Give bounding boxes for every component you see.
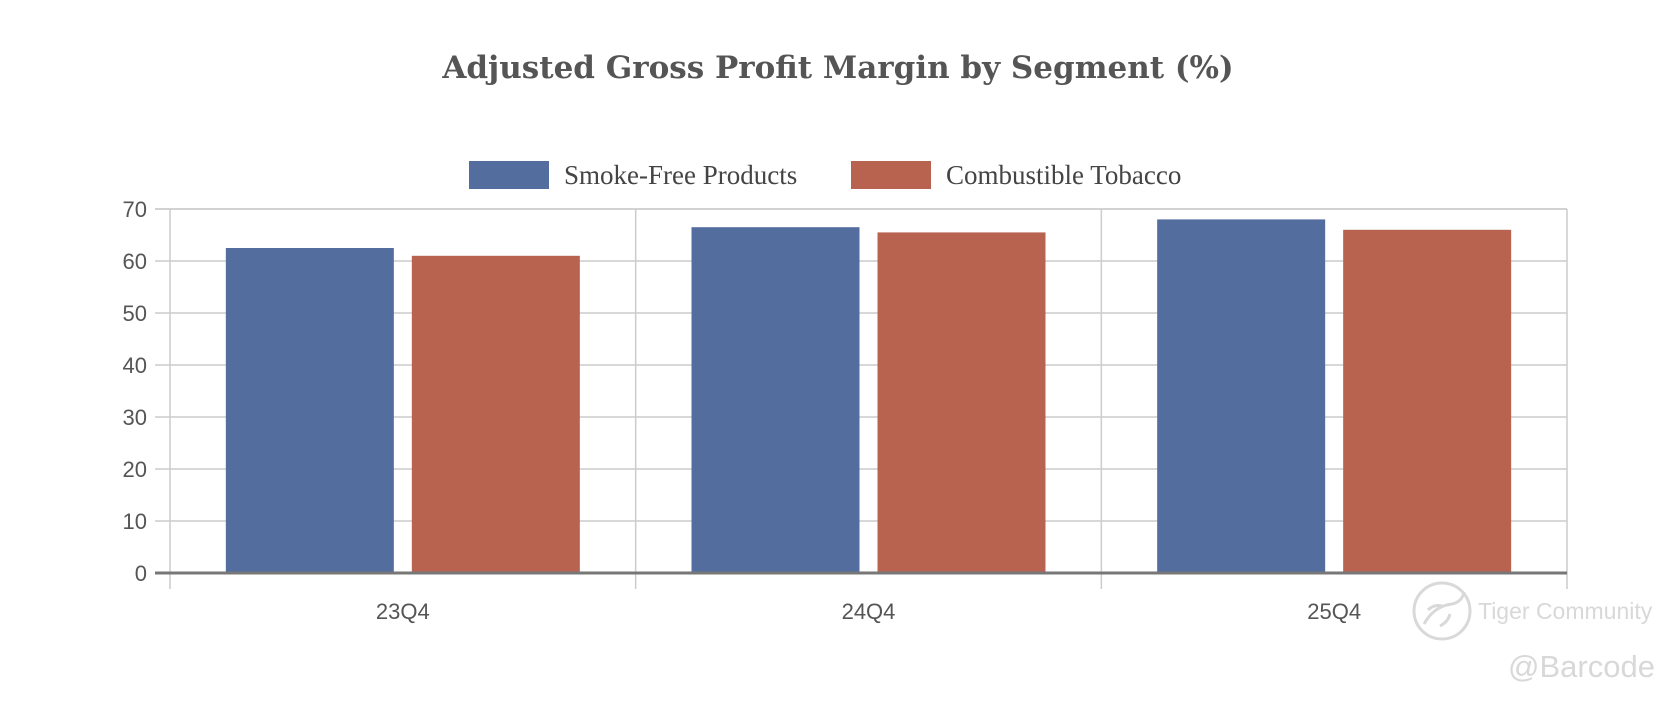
- x-tick-label: 23Q4: [376, 599, 430, 624]
- x-axis-ticks: 23Q4 24Q4 25Q4: [376, 599, 1361, 624]
- y-tick-label: 70: [123, 197, 147, 222]
- watermark-brand-text: Tiger Community: [1478, 598, 1653, 624]
- tiger-logo-icon: [1412, 581, 1472, 641]
- x-tick-label: 25Q4: [1307, 599, 1361, 624]
- y-tick-label: 20: [123, 457, 147, 482]
- bar-23Q4-combustible: [411, 255, 580, 574]
- chart-title: Adjusted Gross Profit Margin by Segment …: [441, 50, 1233, 86]
- watermark-handle-text: @Barcode: [1508, 649, 1655, 684]
- y-tick-label: 40: [123, 353, 147, 378]
- bar-25Q4-smoke-free: [1157, 219, 1326, 573]
- bar-25Q4-combustible: [1343, 229, 1512, 574]
- legend-label-combustible: Combustible Tobacco: [946, 160, 1181, 190]
- legend-label-smoke-free: Smoke-Free Products: [564, 160, 797, 190]
- y-tick-label: 60: [123, 249, 147, 274]
- legend: Smoke-Free Products Combustible Tobacco: [469, 160, 1181, 190]
- legend-swatch-smoke-free: [469, 161, 549, 189]
- y-axis-ticks: 0 10 20 30 40 50 60 70: [123, 197, 147, 586]
- bar-23Q4-smoke-free: [225, 248, 394, 573]
- legend-swatch-combustible: [851, 161, 931, 189]
- y-tick-label: 10: [123, 509, 147, 534]
- x-tick-label: 24Q4: [842, 599, 896, 624]
- y-tick-label: 50: [123, 301, 147, 326]
- y-tick-label: 30: [123, 405, 147, 430]
- bars: [155, 219, 1567, 575]
- bar-24Q4-combustible: [877, 232, 1046, 573]
- tiger-community-watermark: Tiger Community @Barcode: [1412, 581, 1655, 684]
- bar-24Q4-smoke-free: [691, 227, 860, 573]
- y-tick-label: 0: [135, 561, 147, 586]
